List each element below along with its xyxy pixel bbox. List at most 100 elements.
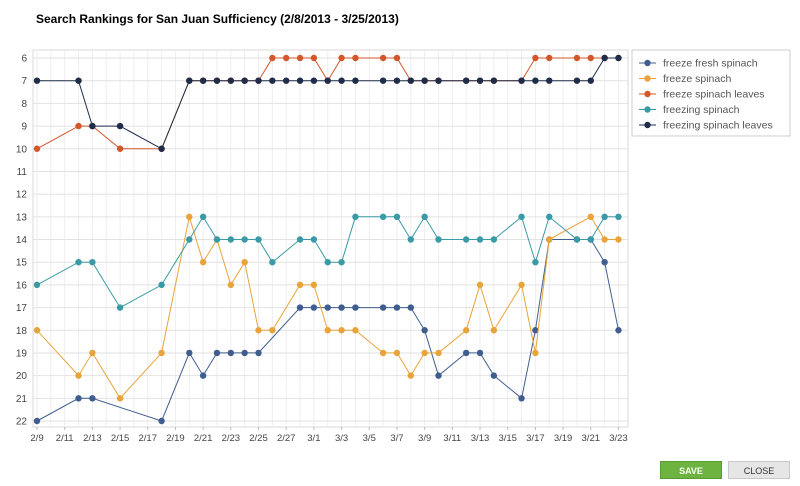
data-point[interactable] bbox=[227, 77, 235, 84]
data-point[interactable] bbox=[227, 349, 235, 357]
data-point[interactable] bbox=[158, 281, 165, 289]
data-point[interactable] bbox=[435, 236, 442, 243]
data-point[interactable] bbox=[462, 349, 470, 357]
legend-item[interactable]: freezing spinach leaves bbox=[639, 120, 773, 132]
data-point[interactable] bbox=[532, 54, 539, 62]
data-point[interactable] bbox=[462, 236, 470, 243]
data-point[interactable] bbox=[227, 236, 235, 243]
data-point[interactable] bbox=[615, 54, 622, 62]
data-point[interactable] bbox=[393, 54, 401, 62]
data-point[interactable] bbox=[75, 372, 82, 379]
data-point[interactable] bbox=[573, 77, 581, 84]
data-point[interactable] bbox=[75, 395, 82, 402]
data-point[interactable] bbox=[269, 54, 276, 62]
data-point[interactable] bbox=[241, 77, 248, 84]
data-point[interactable] bbox=[213, 77, 221, 84]
data-point[interactable] bbox=[116, 395, 124, 402]
data-point[interactable] bbox=[324, 327, 331, 334]
data-point[interactable] bbox=[379, 349, 387, 357]
data-point[interactable] bbox=[601, 213, 608, 221]
data-point[interactable] bbox=[199, 258, 207, 266]
data-point[interactable] bbox=[435, 349, 442, 357]
data-point[interactable] bbox=[116, 304, 124, 311]
data-point[interactable] bbox=[158, 145, 165, 152]
data-point[interactable] bbox=[352, 327, 359, 334]
data-point[interactable] bbox=[352, 77, 359, 84]
data-point[interactable] bbox=[601, 258, 608, 266]
data-point[interactable] bbox=[476, 281, 484, 289]
data-point[interactable] bbox=[269, 327, 276, 334]
data-point[interactable] bbox=[186, 349, 193, 357]
data-point[interactable] bbox=[186, 213, 193, 221]
data-point[interactable] bbox=[241, 349, 248, 357]
data-point[interactable] bbox=[338, 77, 345, 84]
data-point[interactable] bbox=[532, 258, 539, 266]
data-point[interactable] bbox=[255, 349, 262, 357]
data-point[interactable] bbox=[393, 77, 401, 84]
data-point[interactable] bbox=[33, 77, 41, 84]
data-point[interactable] bbox=[33, 417, 41, 425]
data-point[interactable] bbox=[573, 236, 581, 243]
data-point[interactable] bbox=[393, 213, 401, 221]
data-point[interactable] bbox=[601, 236, 608, 243]
data-point[interactable] bbox=[573, 54, 581, 62]
legend-item[interactable]: freeze spinach leaves bbox=[639, 89, 765, 101]
data-point[interactable] bbox=[324, 304, 331, 311]
data-point[interactable] bbox=[255, 327, 262, 334]
data-point[interactable] bbox=[89, 122, 96, 130]
data-point[interactable] bbox=[199, 213, 207, 221]
data-point[interactable] bbox=[462, 77, 470, 84]
data-point[interactable] bbox=[532, 349, 539, 357]
data-point[interactable] bbox=[546, 236, 553, 243]
data-point[interactable] bbox=[490, 77, 498, 84]
data-point[interactable] bbox=[186, 236, 193, 243]
data-point[interactable] bbox=[518, 77, 525, 84]
data-point[interactable] bbox=[518, 213, 525, 221]
data-point[interactable] bbox=[75, 77, 82, 84]
data-point[interactable] bbox=[199, 372, 207, 379]
data-point[interactable] bbox=[352, 304, 359, 311]
data-point[interactable] bbox=[158, 349, 165, 357]
data-point[interactable] bbox=[269, 258, 276, 266]
data-point[interactable] bbox=[407, 304, 414, 311]
data-point[interactable] bbox=[33, 281, 41, 289]
data-point[interactable] bbox=[213, 236, 221, 243]
data-point[interactable] bbox=[587, 54, 594, 62]
data-point[interactable] bbox=[615, 213, 622, 221]
data-point[interactable] bbox=[532, 327, 539, 334]
data-point[interactable] bbox=[310, 281, 318, 289]
save-button[interactable]: SAVE bbox=[660, 461, 722, 479]
data-point[interactable] bbox=[269, 77, 276, 84]
data-point[interactable] bbox=[490, 236, 498, 243]
legend-item[interactable]: freeze fresh spinach bbox=[639, 58, 758, 70]
data-point[interactable] bbox=[587, 77, 594, 84]
data-point[interactable] bbox=[393, 349, 401, 357]
data-point[interactable] bbox=[490, 372, 498, 379]
data-point[interactable] bbox=[518, 395, 525, 402]
data-point[interactable] bbox=[476, 349, 484, 357]
data-point[interactable] bbox=[546, 54, 553, 62]
data-point[interactable] bbox=[352, 54, 359, 62]
data-point[interactable] bbox=[296, 77, 304, 84]
data-point[interactable] bbox=[296, 281, 304, 289]
data-point[interactable] bbox=[532, 77, 539, 84]
data-point[interactable] bbox=[324, 77, 331, 84]
data-point[interactable] bbox=[241, 258, 248, 266]
data-point[interactable] bbox=[615, 236, 622, 243]
data-point[interactable] bbox=[296, 54, 304, 62]
data-point[interactable] bbox=[546, 77, 553, 84]
data-point[interactable] bbox=[296, 236, 304, 243]
data-point[interactable] bbox=[116, 145, 124, 152]
data-point[interactable] bbox=[310, 77, 318, 84]
data-point[interactable] bbox=[462, 327, 470, 334]
close-button[interactable]: CLOSE bbox=[728, 461, 790, 479]
data-point[interactable] bbox=[338, 304, 345, 311]
data-point[interactable] bbox=[352, 213, 359, 221]
data-point[interactable] bbox=[407, 77, 414, 84]
data-point[interactable] bbox=[615, 327, 622, 334]
data-point[interactable] bbox=[89, 395, 96, 402]
data-point[interactable] bbox=[490, 327, 498, 334]
data-point[interactable] bbox=[379, 304, 387, 311]
data-point[interactable] bbox=[421, 213, 428, 221]
data-point[interactable] bbox=[601, 54, 608, 62]
